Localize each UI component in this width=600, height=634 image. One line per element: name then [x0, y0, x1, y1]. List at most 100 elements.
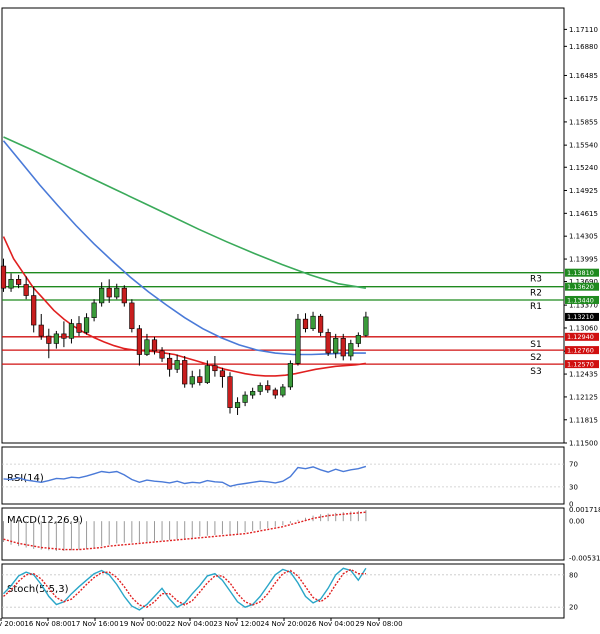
price-tick-label: 1.17110 — [569, 26, 598, 34]
rsi-tick-label: 0 — [569, 501, 573, 509]
time-tick-label: 16 Nov 08:00 — [24, 620, 71, 628]
candle-body — [144, 339, 150, 355]
current-price-label: 1.13210 — [567, 313, 594, 321]
candle-body — [257, 385, 263, 392]
candle-body — [83, 317, 90, 333]
candle-body — [174, 360, 180, 370]
candle-body — [310, 315, 316, 330]
candle-body — [295, 318, 301, 364]
stoch-tick-label: 20 — [569, 604, 578, 612]
candle-body — [265, 385, 271, 391]
rsi-line — [3, 465, 367, 488]
candle-body — [197, 376, 203, 383]
price-tick-label: 1.15540 — [569, 142, 598, 150]
price-tag-s1 — [565, 332, 599, 341]
candle-body — [76, 323, 82, 333]
time-tick-label: 24 Nov 20:00 — [260, 620, 307, 628]
price-tag-text-r2: 1.13620 — [567, 283, 594, 291]
rsi-tick-label: 30 — [569, 483, 578, 491]
candle-body — [363, 316, 369, 336]
candle-body — [272, 389, 278, 396]
candle-body — [61, 333, 67, 339]
stoch-tick-label: 80 — [569, 571, 578, 579]
level-label-s3: S3 — [530, 367, 541, 377]
candle-body — [68, 323, 75, 339]
level-label-s2: S2 — [530, 353, 541, 363]
candle-body — [234, 402, 241, 408]
candle-body — [302, 318, 309, 330]
price-tag-text-s2: 1.12760 — [567, 346, 594, 354]
candle-body — [8, 279, 14, 289]
price-tick-label: 1.11815 — [569, 416, 598, 424]
price-tag-s3 — [565, 360, 599, 369]
candle-body — [317, 315, 324, 333]
time-tick-label: 26 Nov 04:00 — [307, 620, 354, 628]
stoch-signal-line — [3, 568, 366, 608]
candle-body — [167, 357, 173, 370]
ema-slow-line — [3, 136, 367, 289]
candle-body — [31, 295, 37, 326]
rsi-title: RSI(14) — [7, 473, 44, 484]
candle-body — [0, 265, 7, 289]
macd-tick-label: 0.001718 — [569, 506, 600, 514]
price-tick-label: 1.11500 — [569, 440, 598, 448]
candle-body — [333, 338, 339, 354]
price-tag-text-r1: 1.13440 — [567, 296, 594, 304]
price-tick-label: 1.13370 — [569, 302, 598, 310]
candle-body — [287, 363, 294, 388]
level-label-s1: S1 — [530, 340, 541, 350]
candle-body — [189, 376, 195, 385]
level-label-r2: R2 — [530, 289, 542, 299]
candle-body — [355, 335, 361, 344]
candle-body — [46, 335, 52, 344]
price-tick-label: 1.16175 — [569, 95, 598, 103]
candle-body — [280, 386, 286, 396]
macd-tick-label: 0.00 — [569, 518, 585, 526]
candle-body — [151, 339, 158, 352]
candle-body — [348, 343, 354, 357]
candle-body — [182, 360, 188, 385]
candle-body — [159, 350, 165, 359]
candle-body — [106, 287, 112, 298]
candle-body — [250, 391, 256, 396]
stoch-panel-frame — [1, 563, 565, 619]
candle-body — [219, 370, 226, 377]
time-tick-label: 29 Nov 08:00 — [355, 620, 402, 628]
time-tick-label: 17 Nov 16:00 — [71, 620, 118, 628]
price-tick-label: 1.13690 — [569, 278, 598, 286]
candle-body — [212, 365, 218, 372]
time-tick-label: 22 Nov 04:00 — [166, 620, 213, 628]
macd-panel-frame — [1, 507, 565, 561]
main-plot-frame — [1, 7, 565, 444]
price-tag-r3 — [565, 268, 599, 277]
level-label-r3: R3 — [530, 275, 542, 285]
current-price-tag — [565, 312, 599, 321]
candle-body — [242, 394, 248, 403]
candle-body — [114, 287, 120, 298]
price-tick-label: 1.14925 — [569, 187, 598, 195]
price-tick-label: 1.15240 — [569, 164, 598, 172]
rsi-tick-label: 70 — [569, 461, 578, 469]
candle-body — [38, 324, 44, 337]
price-tick-label: 1.13060 — [569, 324, 598, 332]
stoch-title: Stoch(5,5,3) — [7, 584, 69, 595]
candle-body — [227, 376, 233, 408]
candle-body — [136, 328, 143, 355]
price-tick-label: 1.14615 — [569, 210, 598, 218]
ema-mid-line — [2, 140, 366, 356]
candle-body — [91, 302, 97, 318]
candle-body — [53, 333, 59, 344]
candle-body — [340, 338, 346, 357]
time-tick-label: 19 Nov 00:00 — [119, 620, 166, 628]
rsi-panel-frame — [1, 446, 565, 505]
price-tag-s2 — [565, 346, 599, 355]
price-tick-label: 1.12435 — [569, 371, 598, 379]
price-tick-label: 1.16485 — [569, 72, 598, 80]
candle-body — [15, 279, 22, 285]
candle-body — [121, 287, 127, 304]
candle-body — [23, 284, 29, 296]
price-tag-r2 — [565, 282, 599, 291]
time-tick-label: 23 Nov 12:00 — [213, 620, 260, 628]
candle-body — [99, 287, 105, 304]
